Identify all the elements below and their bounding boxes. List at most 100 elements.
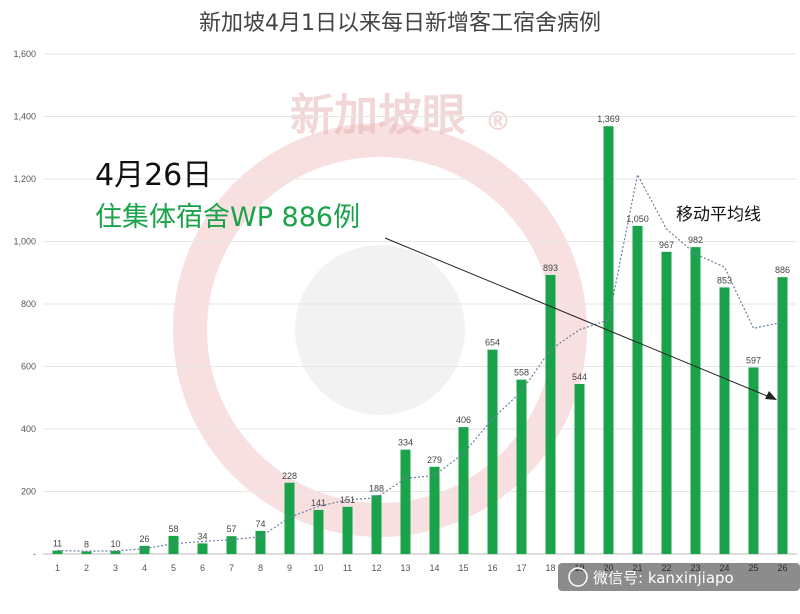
wechat-id: 微信号: kanxinjiapo (593, 569, 734, 587)
bar (574, 384, 585, 554)
wechat-overlay: 微信号: kanxinjiapo (558, 563, 800, 591)
bar (255, 530, 266, 554)
bar (632, 225, 643, 554)
bar (197, 543, 208, 554)
x-tick-label: 7 (229, 563, 234, 573)
data-label: 188 (369, 483, 384, 493)
wechat-overlay-bg (558, 563, 800, 591)
bar (429, 466, 440, 554)
data-label: 406 (456, 415, 471, 425)
data-labels: 11 8 10 26 58 34 57 74 228 141 151 188 334 279 406 654 5… (53, 114, 790, 549)
x-tick-label: 26 (777, 563, 787, 573)
x-axis-ticks: 1 2 3 4 5 6 7 8 9 10 11 12 13 14 15 16 17 18 19 20 21 22 23 24 2… (55, 563, 788, 573)
bars (52, 126, 788, 554)
bar (400, 449, 411, 554)
data-label: 74 (255, 519, 265, 529)
annotation-arrow-line (384, 237, 773, 399)
x-tick-label: 1 (55, 563, 60, 573)
watermark-logo: 新加坡眼 ® (173, 90, 587, 537)
bar (748, 367, 759, 554)
x-tick-label: 14 (429, 563, 439, 573)
data-label: 1,050 (626, 214, 649, 224)
y-tick-label: 800 (21, 299, 36, 309)
x-tick-label: 6 (200, 563, 205, 573)
x-tick-label: 18 (545, 563, 555, 573)
data-label: 1,369 (597, 114, 620, 124)
y-tick-label: 600 (21, 362, 36, 372)
data-label: 58 (168, 524, 178, 534)
data-label: 967 (659, 240, 674, 250)
bar (139, 545, 150, 554)
x-tick-label: 17 (516, 563, 526, 573)
data-label: 597 (746, 355, 761, 365)
y-tick-label: 1,400 (13, 112, 36, 122)
bar (777, 277, 788, 554)
chart-title: 新加坡4月1日以来每日新增客工宿舍病例 (199, 11, 601, 36)
data-label: 279 (427, 455, 442, 465)
annotation-date: 4月26日 (95, 158, 212, 193)
bar (516, 379, 527, 554)
x-tick-label: 12 (371, 563, 381, 573)
data-label: 26 (139, 534, 149, 544)
moving-average-line (57, 172, 783, 552)
x-tick-label: 8 (258, 563, 263, 573)
x-tick-label: 25 (748, 563, 758, 573)
data-label: 982 (688, 235, 703, 245)
data-label: 334 (398, 438, 413, 448)
y-tick-label: 200 (21, 487, 36, 497)
bar (81, 551, 92, 554)
data-label: 11 (53, 539, 62, 549)
bar (284, 482, 295, 554)
x-tick-label: 11 (343, 563, 352, 573)
data-label: 544 (572, 372, 587, 382)
x-tick-label: 23 (690, 563, 700, 573)
data-label: 57 (226, 524, 236, 534)
x-tick-label: 10 (313, 563, 323, 573)
data-label: 893 (543, 263, 558, 273)
y-tick-label: 1,200 (13, 174, 36, 184)
annotation-text: 住集体宿舍WP 886例 (95, 202, 360, 233)
x-tick-label: 4 (142, 563, 147, 573)
bar (545, 274, 556, 554)
x-tick-label: 21 (632, 563, 642, 573)
x-tick-label: 15 (458, 563, 468, 573)
bar (110, 550, 121, 554)
x-tick-label: 22 (661, 563, 671, 573)
bar (371, 495, 382, 554)
watermark-symbol: ® (485, 107, 511, 137)
x-tick-label: 3 (113, 563, 118, 573)
bar (719, 287, 730, 554)
y-tick-label: - (33, 549, 36, 559)
x-tick-label: 20 (603, 563, 613, 573)
x-tick-label: 9 (287, 563, 292, 573)
data-label: 151 (340, 495, 355, 505)
bar (52, 550, 63, 554)
data-label: 34 (197, 531, 207, 541)
y-tick-label: 1,000 (13, 237, 36, 247)
moving-average (57, 172, 783, 552)
moving-average-label: 移动平均线 (676, 205, 761, 225)
y-tick-label: 1,600 (13, 49, 36, 59)
data-label: 558 (514, 368, 529, 378)
annotation-arrow-head (765, 391, 777, 400)
bar (487, 349, 498, 554)
x-tick-label: 2 (84, 563, 89, 573)
bar (168, 535, 179, 554)
bar (603, 126, 614, 554)
bar (313, 509, 324, 554)
data-label: 853 (717, 275, 732, 285)
data-label: 228 (282, 471, 297, 481)
x-tick-label: 13 (400, 563, 410, 573)
data-label: 10 (110, 539, 120, 549)
watermark-text: 新加坡眼 (290, 90, 466, 141)
bar (458, 427, 469, 554)
y-axis-ticks: - 200 400 600 800 1,000 1,200 1,400 1,600 (13, 49, 36, 559)
y-tick-label: 400 (21, 424, 36, 434)
annotation: 4月26日 住集体宿舍WP 886例 (95, 158, 777, 400)
wechat-icon (568, 567, 588, 587)
x-tick-label: 5 (171, 563, 176, 573)
bar (661, 251, 672, 554)
bar (226, 536, 237, 554)
x-tick-label: 24 (719, 563, 729, 573)
